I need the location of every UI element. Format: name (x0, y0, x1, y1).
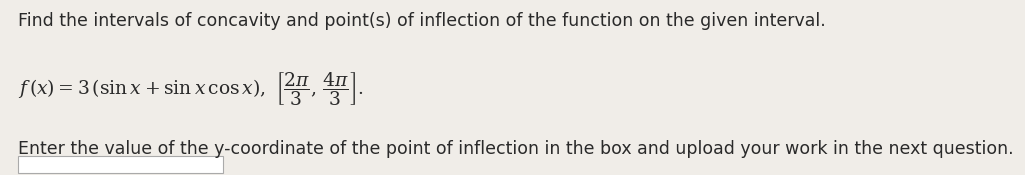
Text: $f\,(x) = 3\,(\sin x + \sin x\,\cos x),\ \left[\dfrac{2\pi}{3},\,\dfrac{4\pi}{3}: $f\,(x) = 3\,(\sin x + \sin x\,\cos x),\… (18, 70, 364, 108)
Text: Find the intervals of concavity and point(s) of inflection of the function on th: Find the intervals of concavity and poin… (18, 12, 826, 30)
FancyBboxPatch shape (18, 156, 223, 173)
Text: Enter the value of the y-coordinate of the point of inflection in the box and up: Enter the value of the y-coordinate of t… (18, 140, 1014, 158)
